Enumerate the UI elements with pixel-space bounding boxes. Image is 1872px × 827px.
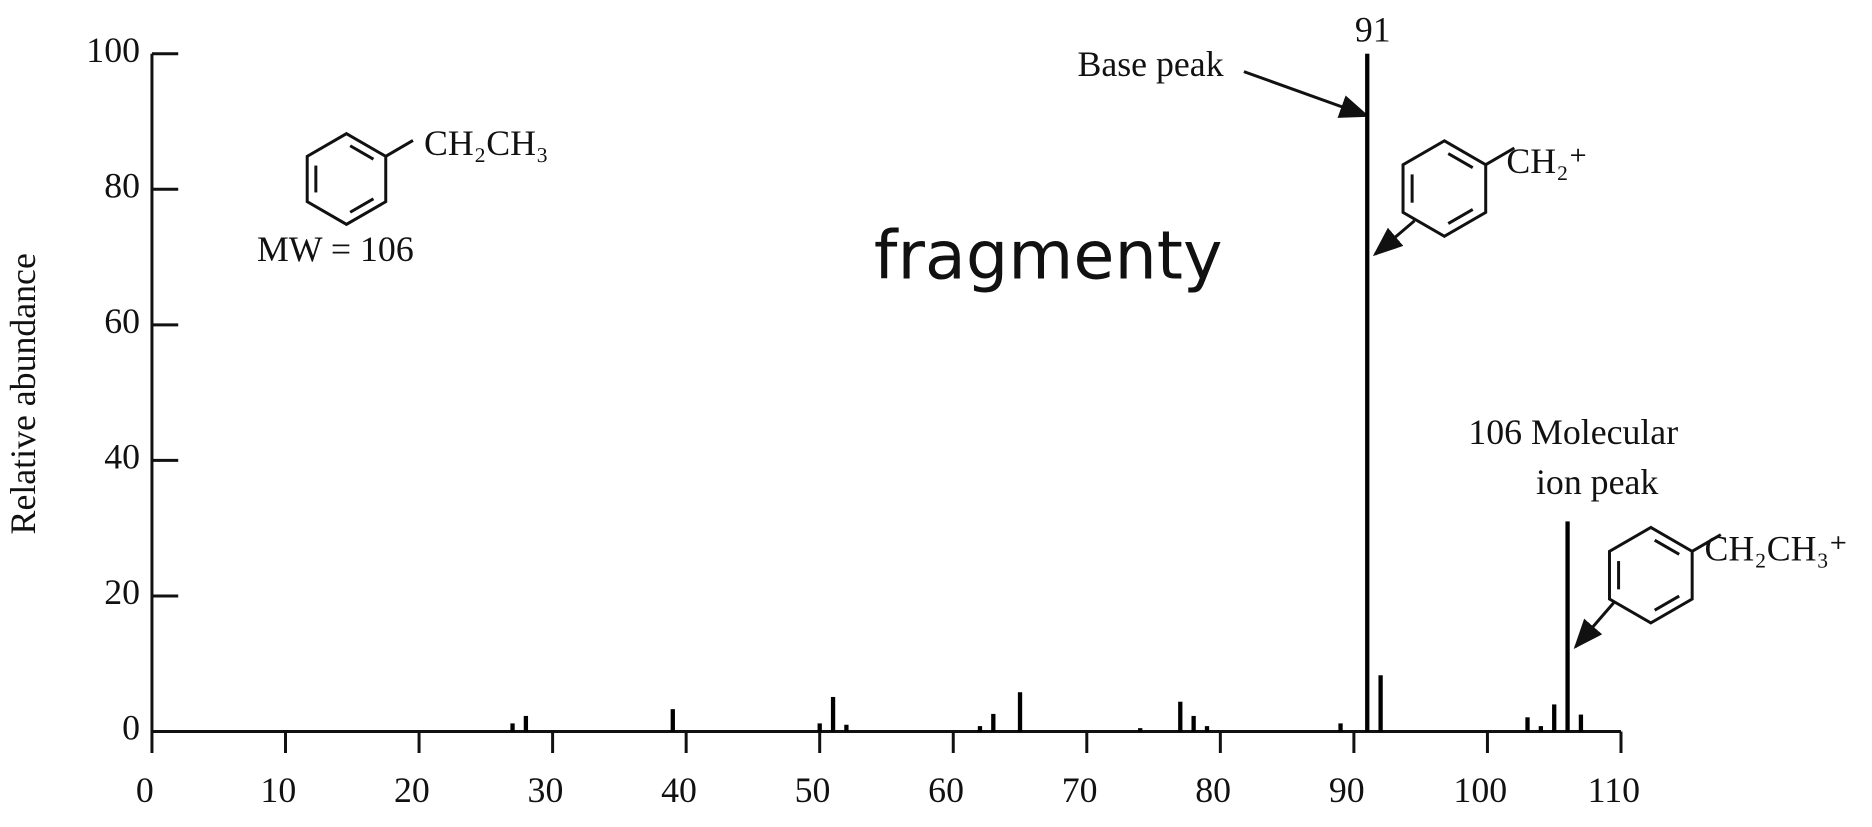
peak [1017,692,1023,732]
x-tick-label: 70 [1062,770,1098,810]
x-tick-label: 90 [1329,770,1365,810]
x-tick-label: 110 [1588,770,1640,810]
x-tick-label: 60 [928,770,964,810]
peak [1525,717,1530,732]
peak [670,709,675,732]
arrow [1573,601,1615,650]
annotation: CH₂CH₃⁺ [1705,529,1848,569]
annotation: 106 Molecular [1468,412,1678,452]
double-bond [349,144,375,161]
peak [1378,675,1383,732]
peak [510,723,515,732]
annotation: CH₂⁺ [1506,141,1587,181]
annotation: MW = 106 [257,229,414,269]
benzene-ring [1607,525,1694,625]
peak [817,723,822,732]
x-tick-label: 0 [136,770,154,810]
double-bond [349,197,375,214]
overlay-label: fragmenty [874,217,1223,295]
y-tick-label: 60 [104,301,140,341]
y-tick-label: 40 [104,437,140,477]
peak [1204,726,1210,732]
y-tick-label: 80 [104,165,140,205]
peak [1552,704,1557,732]
double-bond [1447,208,1474,225]
peak [1338,723,1343,732]
x-tick-label: 30 [528,770,564,810]
arrow [1372,219,1416,257]
bond [384,139,414,158]
peak [830,696,836,732]
bond [1691,533,1722,553]
x-tick-label: 40 [661,770,697,810]
peak [844,724,849,732]
peak [1178,701,1183,732]
double-bond [1447,152,1474,169]
annotation: CH₂CH₃ [424,123,548,163]
peak [1191,715,1196,732]
x-tick-label: 100 [1453,770,1507,810]
y-tick-label: 100 [86,30,140,70]
peak [1578,714,1584,732]
peak [523,715,529,732]
x-tick-label: 80 [1195,770,1231,810]
arrow [1243,70,1370,118]
x-tick-label: 50 [795,770,831,810]
peak [1565,521,1570,732]
peak [977,726,983,732]
annotation: ion peak [1536,462,1658,502]
y-tick-label: 0 [122,708,140,748]
y-axis-label: Relative abundance [3,253,43,534]
y-tick-label: 20 [104,572,140,612]
annotation: Base peak [1077,44,1223,84]
peak [1538,726,1544,732]
double-bond [1653,594,1680,612]
annotation: 91 [1355,10,1391,50]
peak [991,713,996,732]
bond [1484,146,1516,166]
double-bond [1653,538,1680,556]
structures [305,131,1722,625]
peak [1365,53,1370,732]
benzene-ring [305,131,388,227]
peak [1138,728,1143,732]
arrows [1243,70,1615,650]
x-tick-label: 20 [394,770,430,810]
x-tick-label: 10 [260,770,296,810]
